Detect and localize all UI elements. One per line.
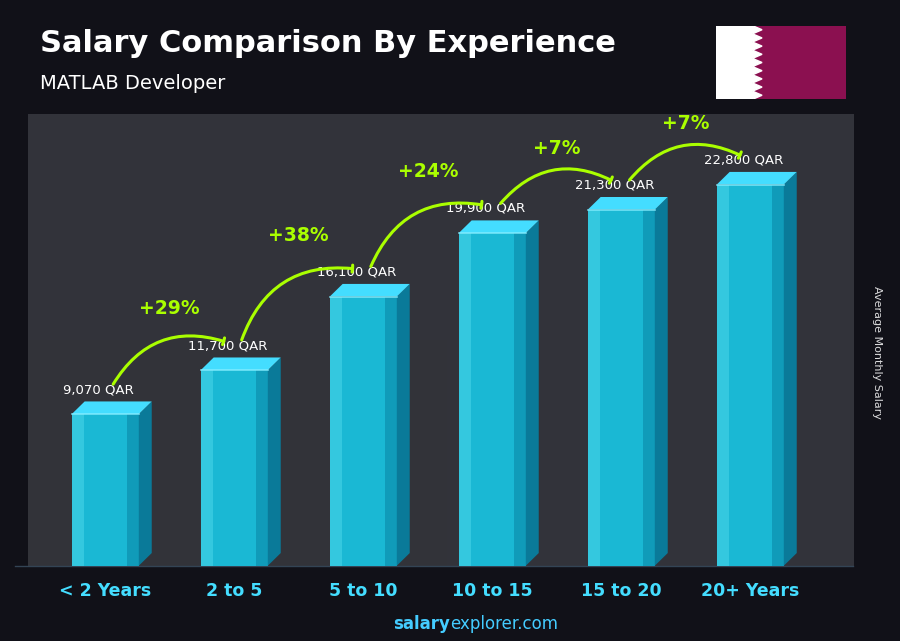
- Bar: [385, 297, 397, 566]
- Text: +7%: +7%: [533, 138, 580, 158]
- Polygon shape: [397, 284, 410, 566]
- Polygon shape: [716, 172, 796, 185]
- Text: 19,900 QAR: 19,900 QAR: [446, 202, 526, 215]
- Polygon shape: [588, 197, 668, 210]
- Bar: [201, 370, 268, 566]
- Polygon shape: [268, 358, 281, 566]
- Bar: [256, 370, 268, 566]
- Bar: [514, 233, 526, 566]
- Text: 16,100 QAR: 16,100 QAR: [317, 265, 397, 278]
- Bar: [72, 414, 84, 566]
- Text: +38%: +38%: [268, 226, 329, 245]
- Text: +7%: +7%: [662, 113, 709, 133]
- Polygon shape: [459, 221, 539, 233]
- Polygon shape: [784, 172, 796, 566]
- Bar: [752, 26, 846, 99]
- Text: Salary Comparison By Experience: Salary Comparison By Experience: [40, 29, 616, 58]
- Bar: [459, 233, 471, 566]
- FancyBboxPatch shape: [714, 24, 848, 101]
- Text: +29%: +29%: [140, 299, 200, 318]
- Polygon shape: [72, 401, 152, 414]
- Text: 21,300 QAR: 21,300 QAR: [575, 179, 654, 192]
- Text: 11,700 QAR: 11,700 QAR: [188, 339, 267, 352]
- Text: MATLAB Developer: MATLAB Developer: [40, 74, 226, 93]
- Bar: [716, 185, 729, 566]
- Polygon shape: [526, 221, 539, 566]
- Bar: [329, 297, 342, 566]
- Text: Average Monthly Salary: Average Monthly Salary: [872, 286, 883, 419]
- Bar: [459, 233, 526, 566]
- Bar: [643, 210, 655, 566]
- Text: +24%: +24%: [398, 162, 458, 181]
- Bar: [716, 185, 784, 566]
- Polygon shape: [329, 284, 410, 297]
- Bar: [588, 210, 599, 566]
- Text: 9,070 QAR: 9,070 QAR: [64, 383, 134, 396]
- Bar: [72, 414, 139, 566]
- Bar: [127, 414, 139, 566]
- Bar: [588, 210, 655, 566]
- Text: salary: salary: [393, 615, 450, 633]
- Polygon shape: [201, 358, 281, 370]
- Bar: [201, 370, 212, 566]
- Bar: [772, 185, 784, 566]
- Polygon shape: [716, 26, 762, 99]
- Bar: [329, 297, 397, 566]
- Text: explorer.com: explorer.com: [450, 615, 558, 633]
- Text: 22,800 QAR: 22,800 QAR: [704, 153, 784, 167]
- Polygon shape: [139, 401, 152, 566]
- Polygon shape: [655, 197, 668, 566]
